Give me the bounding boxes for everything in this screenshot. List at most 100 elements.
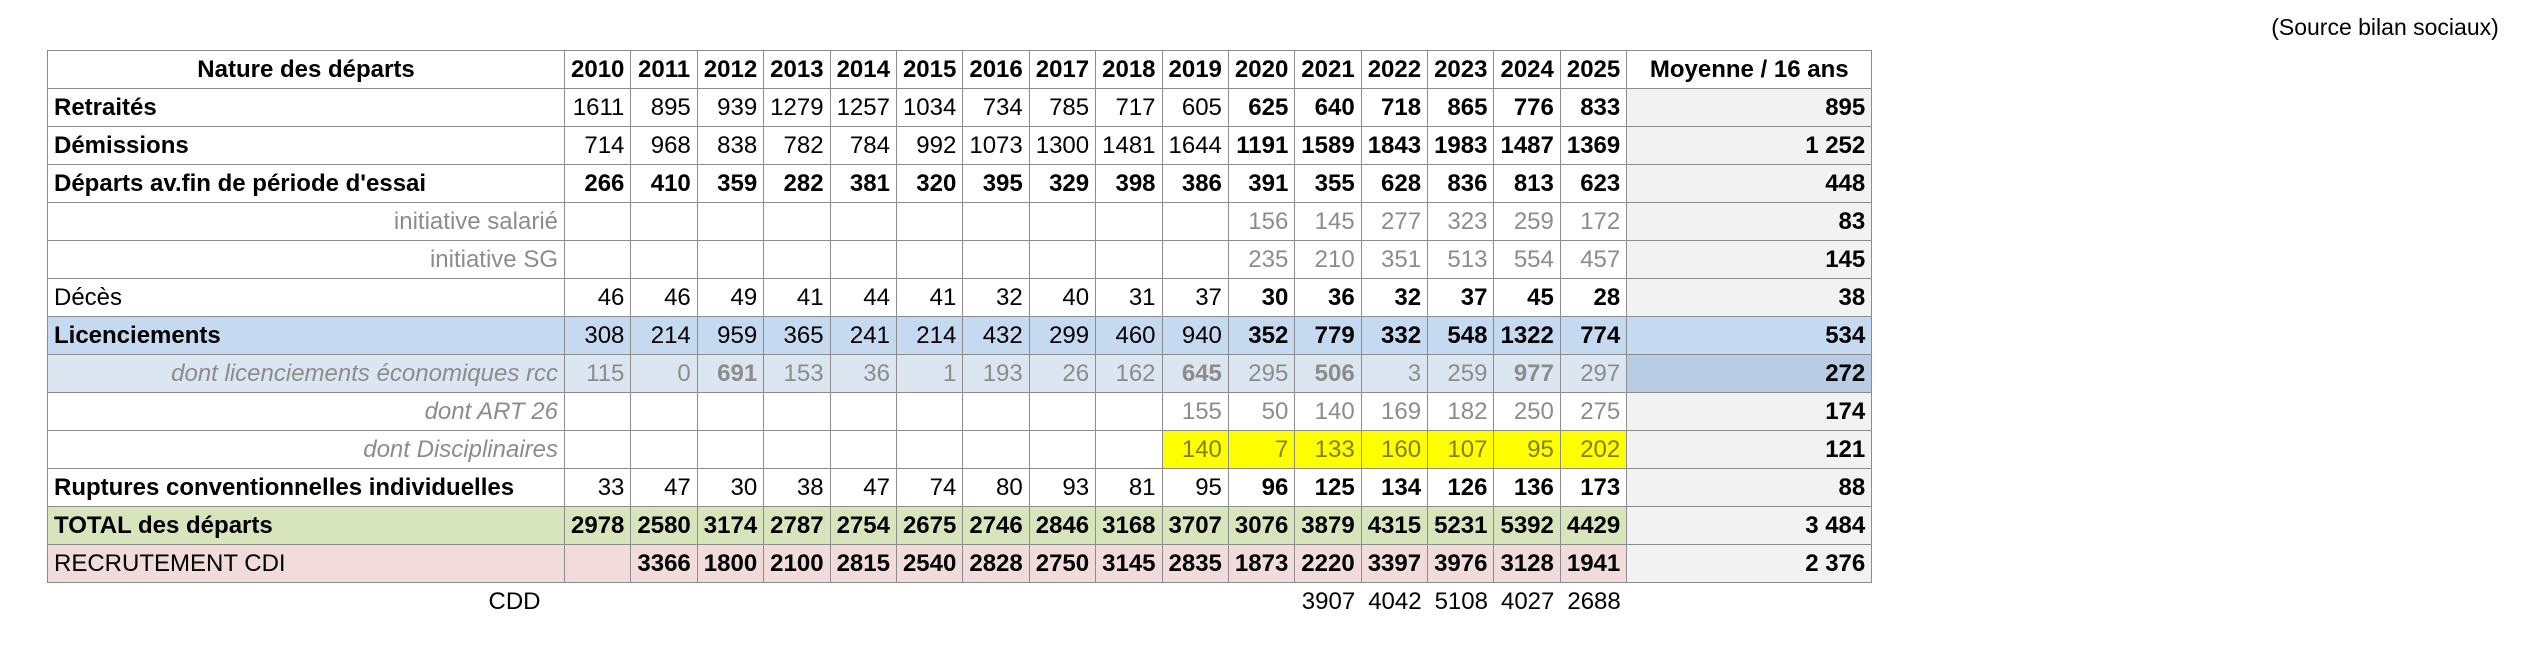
value-cell: 774 xyxy=(1559,316,1628,355)
value-cell: 140 xyxy=(1294,392,1362,431)
value-cell: 125 xyxy=(1294,468,1362,507)
value-cell: 513 xyxy=(1427,240,1495,279)
row-deces: Décès 46 46 49 41 44 41 32 40 31 37 30 36 32 37 45 28 38 xyxy=(47,278,1873,317)
row-label: Licenciements xyxy=(47,316,565,355)
value-cell: 784 xyxy=(829,126,897,165)
value-cell: 37 xyxy=(1427,278,1495,317)
row-retraites: Retraités 1611 895 939 1279 1257 1034 734 785 717… xyxy=(47,88,1873,127)
row-label: RECRUTEMENT CDI xyxy=(47,544,565,583)
average-cell: 121 xyxy=(1626,430,1873,469)
row-label: Décès xyxy=(47,278,565,317)
value-cell xyxy=(1095,430,1163,469)
value-cell: 28 xyxy=(1559,278,1628,317)
value-cell: 115 xyxy=(563,354,632,393)
value-cell xyxy=(962,392,1030,431)
row-total: TOTAL des départs 2978 2580 3174 2787 2754 267… xyxy=(47,506,1873,545)
row-recrutement: RECRUTEMENT CDI 3366 1800 2100 2815 2540 2828 2… xyxy=(47,544,1873,583)
value-cell xyxy=(1028,392,1097,431)
year-header: 2016 xyxy=(962,50,1030,89)
value-cell: 2754 xyxy=(829,506,897,545)
value-cell xyxy=(1161,240,1229,279)
value-cell: 3128 xyxy=(1493,544,1561,583)
value-cell: 1279 xyxy=(763,88,831,127)
value-cell: 0 xyxy=(630,354,698,393)
value-cell: 3879 xyxy=(1294,506,1362,545)
value-cell: 3976 xyxy=(1427,544,1495,583)
value-cell: 5231 xyxy=(1427,506,1495,545)
value-cell xyxy=(696,430,765,469)
value-cell: 1369 xyxy=(1559,126,1628,165)
value-cell: 32 xyxy=(962,278,1030,317)
value-cell xyxy=(763,202,831,241)
departures-table: Nature des départs 2010 2011 2012 2013 2… xyxy=(47,50,1873,621)
value-cell: 2540 xyxy=(895,544,964,583)
value-cell: 1300 xyxy=(1028,126,1097,165)
value-cell: 410 xyxy=(630,164,698,203)
value-cell: 628 xyxy=(1360,164,1429,203)
value-cell: 1191 xyxy=(1227,126,1296,165)
value-cell: 30 xyxy=(696,468,765,507)
value-cell: 432 xyxy=(962,316,1030,355)
value-cell: 32 xyxy=(1360,278,1429,317)
year-header: 2010 xyxy=(563,50,632,89)
value-cell: 41 xyxy=(763,278,831,317)
value-cell: 779 xyxy=(1294,316,1362,355)
value-cell: 31 xyxy=(1095,278,1163,317)
value-cell: 1589 xyxy=(1294,126,1362,165)
row-label: initiative salarié xyxy=(47,202,565,241)
average-cell: 2 376 xyxy=(1626,544,1873,583)
value-cell: 107 xyxy=(1427,430,1495,469)
value-cell xyxy=(1228,583,1294,621)
row-art26: dont ART 26 155 50 140 169 182 250 275 174 xyxy=(47,392,1873,431)
value-cell: 297 xyxy=(1559,354,1628,393)
value-cell: 1644 xyxy=(1161,126,1229,165)
value-cell: 259 xyxy=(1493,202,1561,241)
value-cell: 640 xyxy=(1294,88,1362,127)
average-cell: 3 484 xyxy=(1626,506,1873,545)
value-cell: 332 xyxy=(1360,316,1429,355)
value-cell: 4042 xyxy=(1368,587,1422,615)
year-header: 2018 xyxy=(1095,50,1163,89)
value-cell xyxy=(895,392,964,431)
value-cell xyxy=(763,392,831,431)
value-cell: 169 xyxy=(1360,392,1429,431)
value-cell: 4315 xyxy=(1360,506,1429,545)
value-cell: 7 xyxy=(1227,430,1296,469)
value-cell: 323 xyxy=(1427,202,1495,241)
value-cell xyxy=(1028,240,1097,279)
value-cell: 3707 xyxy=(1161,506,1229,545)
value-cell xyxy=(630,202,698,241)
value-cell: 4429 xyxy=(1559,506,1628,545)
value-cell xyxy=(1029,583,1095,621)
year-header: 2024 xyxy=(1493,50,1561,89)
value-cell: 457 xyxy=(1559,240,1628,279)
value-cell xyxy=(696,240,765,279)
value-cell: 355 xyxy=(1294,164,1362,203)
value-cell: 833 xyxy=(1559,88,1628,127)
year-header: 2025 xyxy=(1559,50,1628,89)
value-cell: 80 xyxy=(962,468,1030,507)
value-cell xyxy=(1095,240,1163,279)
value-cell: 241 xyxy=(829,316,897,355)
value-cell xyxy=(1028,202,1097,241)
value-cell: 2828 xyxy=(962,544,1030,583)
value-cell xyxy=(829,392,897,431)
value-cell: 2978 xyxy=(563,506,632,545)
value-cell xyxy=(829,430,897,469)
value-cell: 1034 xyxy=(895,88,964,127)
value-cell: 140 xyxy=(1161,430,1229,469)
average-cell: 145 xyxy=(1626,240,1873,279)
value-cell: 734 xyxy=(962,88,1030,127)
value-cell: 3168 xyxy=(1095,506,1163,545)
value-cell: 47 xyxy=(630,468,698,507)
value-cell: 1073 xyxy=(962,126,1030,165)
value-cell xyxy=(962,430,1030,469)
row-demissions: Démissions 714 968 838 782 784 992 1073 1300 1481… xyxy=(47,126,1873,165)
value-cell: 2815 xyxy=(829,544,897,583)
value-cell: 93 xyxy=(1028,468,1097,507)
value-cell: 134 xyxy=(1360,468,1429,507)
value-cell: 1611 xyxy=(563,88,632,127)
value-cell xyxy=(565,583,631,621)
year-header: 2014 xyxy=(829,50,897,89)
value-cell: 395 xyxy=(962,164,1030,203)
